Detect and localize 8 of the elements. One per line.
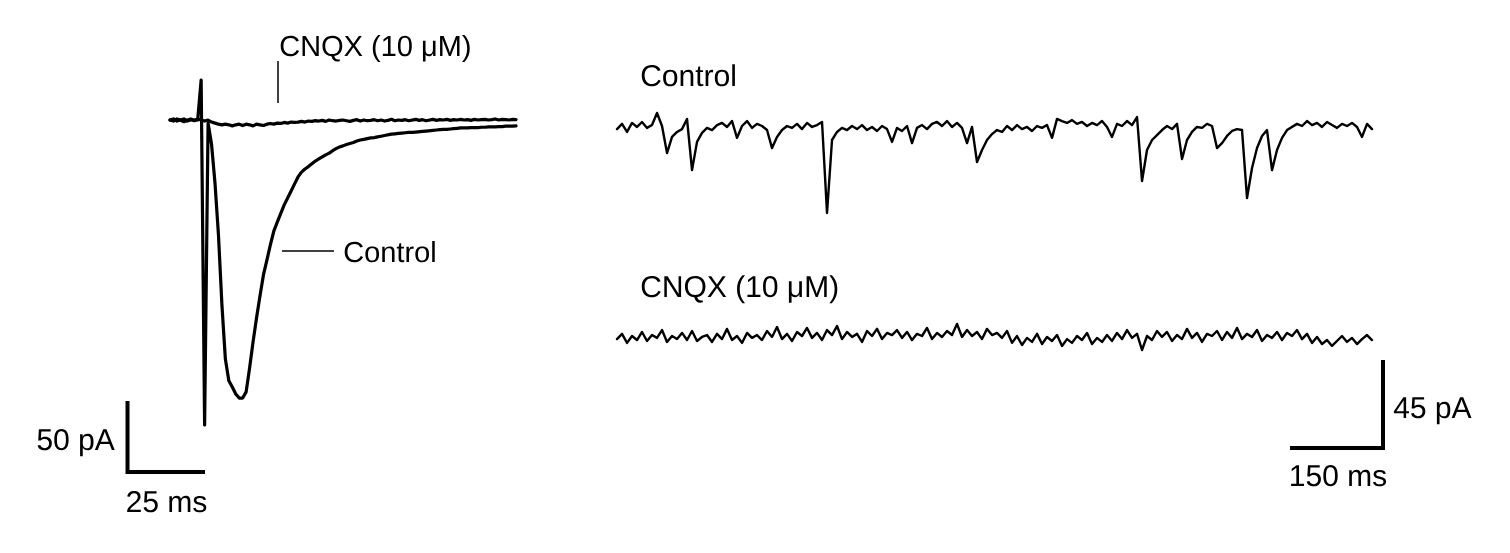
series-label: CNQX (10 μM) [641,275,838,304]
text: 45 pA [1393,397,1472,425]
legend-label: Control [344,240,435,263]
series-label: Control [641,64,735,87]
text: 150 ms [1291,465,1387,487]
text: 25 ms [127,491,207,513]
text: 50 pA [37,429,115,457]
series-label: CNQX (10 μM) [280,34,470,62]
